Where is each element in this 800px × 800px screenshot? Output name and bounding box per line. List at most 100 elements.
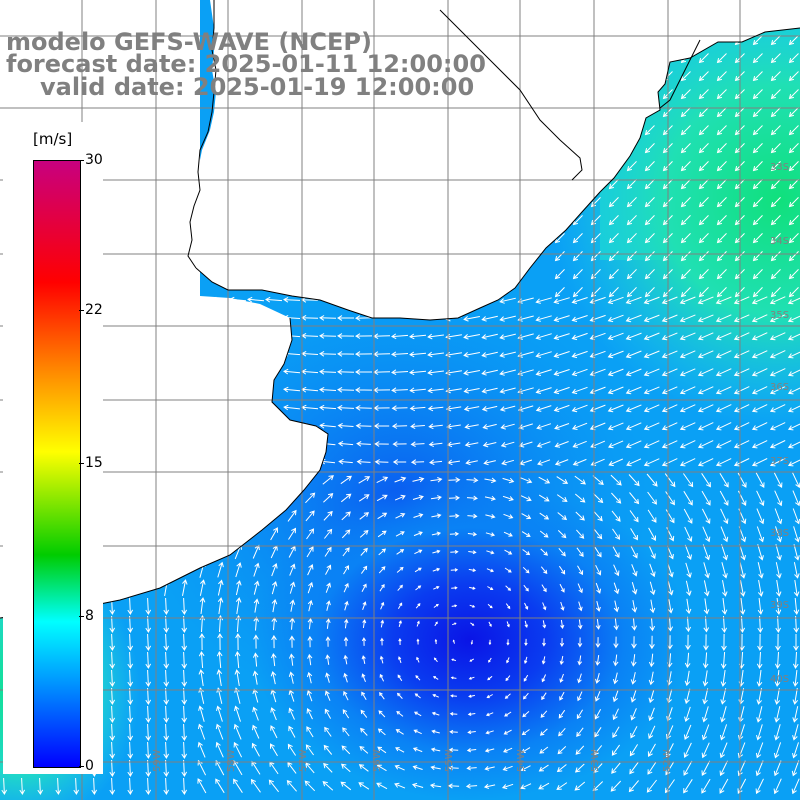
wind-vector [37,777,44,795]
wind-vector [355,333,373,339]
wind-vector [613,600,620,613]
wind-vector [413,531,423,537]
wind-vector [484,477,497,484]
wind-vector [287,761,297,774]
wind-vector [574,475,586,485]
wind-vector [326,600,331,611]
wind-vector [685,616,692,633]
wind-vector [487,603,493,609]
wind-vector [283,368,301,375]
colorbar-tick-mark [79,310,84,311]
wind-vector [197,723,206,740]
wind-vector [391,333,409,340]
wind-vector [500,441,515,448]
wind-vector [380,601,385,610]
wind-vector [721,544,728,561]
wind-vector [792,742,799,759]
wind-vector [379,673,385,682]
wind-vector [445,405,462,412]
wind-vector [557,746,567,755]
wind-vector [755,760,764,777]
wind-vector [733,350,750,359]
wind-vector [773,778,782,795]
wind-vector [253,562,260,577]
wind-vector [306,546,314,558]
wind-vector [270,725,278,739]
latitude-label: 38S [770,528,789,539]
wind-vector [577,637,583,648]
wind-vector [217,615,224,633]
wind-vector [665,509,675,524]
wind-vector [702,688,709,705]
wind-vector [792,651,799,669]
wind-vector [506,639,510,646]
wind-vector [380,637,384,646]
wind-vector [644,215,655,226]
wind-vector [643,350,660,359]
wind-vector [306,528,315,540]
wind-vector [378,710,386,718]
wind-vector [685,580,692,597]
wind-vector [752,143,763,154]
wind-vector [319,315,337,321]
wind-vector [629,744,639,757]
wind-vector [594,529,603,540]
wind-vector [739,562,746,579]
wind-vector [698,251,709,262]
wind-vector [791,760,800,777]
latitude-label: 36S [770,382,789,393]
wind-vector [611,744,621,756]
colorbar-tick-label: 15 [85,455,103,471]
wind-vector [376,494,388,502]
wind-vector [535,351,552,358]
wind-vector [466,477,479,483]
wind-vector [554,459,569,466]
wind-vector [679,422,696,431]
lagoon-outline [659,39,701,109]
wind-vector [787,405,800,413]
wind-vector [305,744,315,756]
wind-vector [433,603,439,608]
wind-vector [486,550,495,555]
wind-vector [499,297,516,304]
wind-vector [518,423,533,430]
wind-vector [715,350,732,359]
wind-vector [463,405,480,412]
wind-vector [429,459,443,466]
wind-vector [323,510,333,521]
wind-vector [145,741,152,759]
wind-vector [415,603,421,609]
wind-vector [680,287,691,298]
wind-vector [719,490,729,506]
latitude-label: 40S [770,674,789,685]
wind-vector [307,617,313,630]
wind-vector [410,459,425,465]
wind-vector [374,441,389,447]
wind-vector [680,71,691,82]
wind-vector [468,694,476,698]
wind-vector [452,639,455,644]
wind-vector [542,638,546,647]
wind-vector [775,633,781,651]
wind-vector [647,743,656,757]
wind-vector [625,314,642,323]
wind-vector [680,233,691,244]
wind-vector [558,727,566,737]
wind-vector [572,251,583,262]
wind-vector [788,197,799,208]
wind-vector [431,531,442,536]
wind-vector [683,779,693,794]
wind-vector [539,512,550,520]
wind-vector [307,635,313,648]
wind-vector [539,530,549,538]
wind-vector [625,386,642,395]
wind-vector [522,692,529,700]
wind-vector [103,296,120,303]
wind-vector [595,564,602,576]
wind-vector [286,779,297,792]
wind-vector [607,350,624,359]
wind-vector [644,287,655,298]
wind-vector [612,726,620,739]
colorbar-gradient [33,160,81,768]
wind-vector [684,652,691,669]
